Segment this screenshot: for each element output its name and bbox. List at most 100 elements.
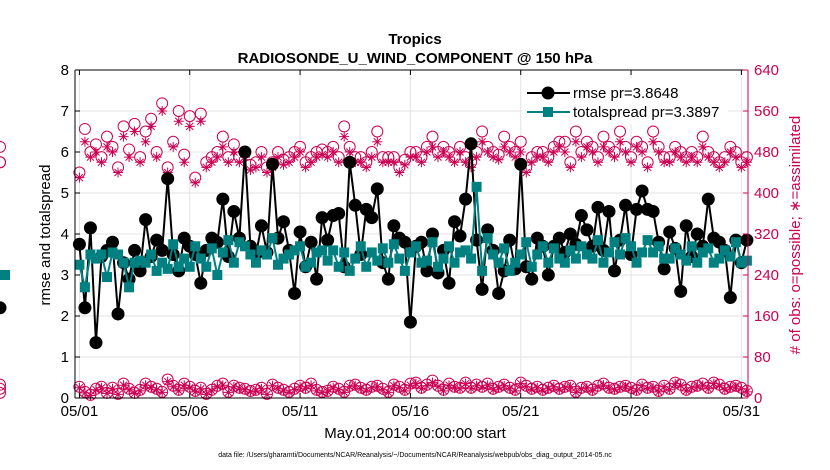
- obs-assimilated-point: [151, 384, 162, 395]
- totalspread-point: [383, 257, 394, 268]
- totalspread-point: [548, 243, 559, 254]
- totalspread-point: [190, 241, 201, 252]
- obs-assimilated-point: [416, 383, 427, 394]
- rmse-point: [265, 157, 279, 171]
- obs-possible-point: [216, 130, 229, 143]
- totalspread-point: [245, 249, 256, 260]
- rmse-point: [315, 211, 329, 225]
- obs-assimilated-point: [460, 378, 471, 389]
- obs-assimilated-point: [581, 141, 592, 152]
- obs-assimilated-point: [543, 383, 554, 394]
- obs-possible-point: [0, 140, 6, 153]
- obs-assimilated-point: [576, 383, 587, 394]
- rmse-point: [403, 315, 417, 329]
- obs-assimilated-point: [256, 152, 267, 163]
- totalspread-point: [201, 261, 212, 272]
- totalspread-point: [311, 247, 322, 258]
- totalspread-point: [74, 259, 85, 270]
- y-tick-label: 0: [61, 390, 69, 407]
- rmse-point: [448, 215, 462, 229]
- obs-assimilated-point: [322, 152, 333, 163]
- obs-assimilated-point: [168, 381, 179, 392]
- obs-assimilated-point: [537, 152, 548, 163]
- obs-assimilated-point: [118, 131, 129, 142]
- obs-assimilated-point: [736, 162, 747, 173]
- obs-assimilated-point: [455, 383, 466, 394]
- obs-assimilated-point: [427, 141, 438, 152]
- obs-assimilated-point: [124, 384, 135, 395]
- totalspread-point: [620, 233, 631, 244]
- obs-assimilated-point: [460, 157, 471, 168]
- obs-assimilated-point: [361, 162, 372, 173]
- obs-assimilated-point: [686, 382, 697, 393]
- obs-assimilated-point: [212, 381, 223, 392]
- obs-assimilated-point: [333, 384, 344, 395]
- obs-assimilated-point: [184, 382, 195, 393]
- obs-assimilated-point: [217, 380, 228, 391]
- totalspread-point: [179, 253, 190, 264]
- obs-assimilated-point: [333, 157, 344, 168]
- totalspread-point: [410, 241, 421, 252]
- obs-assimilated-point: [239, 384, 250, 395]
- obs-assimilated-point: [664, 384, 675, 395]
- y-tick-label-right: 400: [754, 185, 779, 202]
- rmse-point: [83, 221, 97, 235]
- totalspread-point: [317, 245, 328, 256]
- obs-assimilated-point: [405, 152, 416, 163]
- obs-assimilated-point: [626, 383, 637, 394]
- totalspread-point: [273, 259, 284, 270]
- obs-assimilated-point: [223, 387, 234, 398]
- totalspread-point: [421, 255, 432, 266]
- obs-assimilated-point: [532, 382, 543, 393]
- obs-assimilated-point: [449, 157, 460, 168]
- obs-assimilated-point: [146, 382, 157, 393]
- totalspread-point: [135, 255, 146, 266]
- obs-assimilated-point: [129, 126, 140, 137]
- obs-assimilated-point: [228, 381, 239, 392]
- rmse-point: [580, 223, 594, 237]
- obs-assimilated-point: [85, 390, 96, 401]
- obs-assimilated-point: [609, 384, 620, 395]
- totalspread-point: [228, 257, 239, 268]
- obs-assimilated-point: [234, 383, 245, 394]
- obs-assimilated-point: [681, 157, 692, 168]
- obs-assimilated-point: [399, 385, 410, 396]
- y-tick-label: 2: [61, 308, 69, 325]
- totalspread-point: [675, 249, 686, 260]
- totalspread-point: [416, 257, 427, 268]
- legend-box: [522, 78, 728, 124]
- y-tick-label: 6: [61, 144, 69, 161]
- rmse-point: [602, 204, 616, 218]
- obs-assimilated-point: [438, 147, 449, 157]
- obs-assimilated-point: [157, 387, 168, 398]
- chart-title: Tropics: [388, 31, 441, 48]
- totalspread-point: [653, 241, 664, 252]
- obs-assimilated-point: [719, 157, 730, 168]
- rmse-point: [674, 284, 688, 298]
- obs-assimilated-point: [532, 152, 543, 163]
- obs-assimilated-point: [543, 157, 554, 168]
- totalspread-point: [195, 253, 206, 264]
- obs-assimilated-point: [427, 377, 438, 388]
- legend: rmse pr=3.8648 totalspread pr=3.3897: [522, 78, 728, 124]
- obs-assimilated-point: [708, 157, 719, 168]
- obs-possible-point: [0, 386, 6, 399]
- obs-assimilated-point: [151, 152, 162, 163]
- totalspread-point: [477, 265, 488, 276]
- obs-assimilated-point: [190, 177, 201, 188]
- obs-assimilated-point: [592, 157, 603, 168]
- rmse-point: [492, 286, 506, 300]
- totalspread-point: [284, 249, 295, 260]
- y-tick-label: 4: [61, 226, 69, 243]
- obs-assimilated-point: [570, 136, 581, 147]
- obs-assimilated-point: [113, 167, 124, 178]
- totalspread-point: [455, 247, 466, 258]
- obs-assimilated-point: [548, 381, 559, 392]
- obs-assimilated-point: [526, 157, 537, 168]
- obs-assimilated-point: [637, 380, 648, 391]
- obs-assimilated-point: [289, 152, 300, 163]
- obs-assimilated-point: [234, 157, 245, 168]
- obs-assimilated-point: [714, 162, 725, 173]
- rmse-point: [106, 235, 120, 249]
- obs-possible-point: [78, 122, 91, 135]
